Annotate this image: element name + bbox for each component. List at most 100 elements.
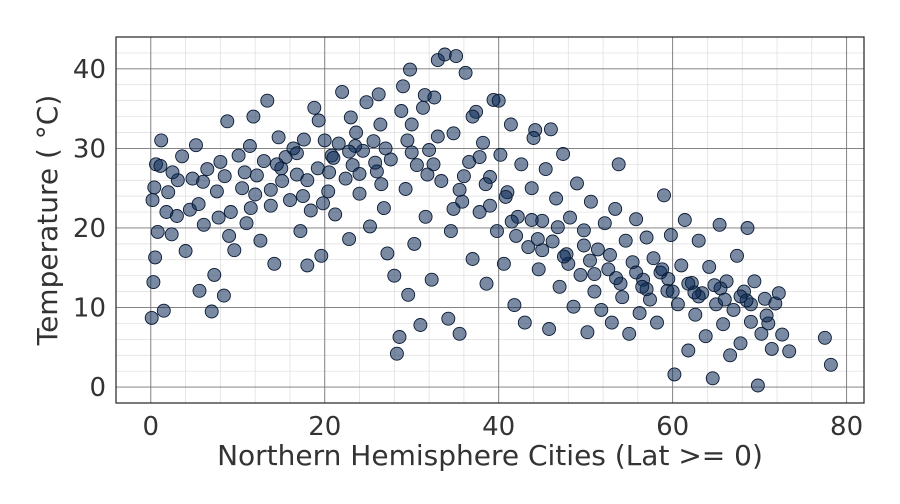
x-tick-label: 40 — [482, 412, 515, 442]
data-point — [192, 283, 207, 298]
data-point — [618, 233, 633, 248]
data-point — [608, 201, 623, 216]
data-point — [587, 284, 602, 299]
data-point — [615, 290, 630, 305]
data-point — [154, 133, 169, 148]
data-point — [681, 276, 696, 291]
data-point — [300, 173, 315, 188]
data-point — [373, 117, 388, 132]
data-point — [296, 189, 310, 204]
data-point — [144, 310, 159, 325]
data-point — [603, 248, 617, 262]
data-point — [576, 223, 591, 238]
y-axis-label: Temperature ( °C) — [31, 95, 64, 347]
data-point — [556, 249, 571, 264]
data-point — [472, 205, 487, 219]
data-point — [426, 157, 441, 172]
data-point — [504, 214, 519, 229]
data-point — [271, 130, 286, 145]
data-point — [311, 113, 326, 128]
data-point — [771, 286, 786, 301]
plot-frame — [115, 36, 865, 404]
data-point — [570, 176, 584, 191]
data-point — [632, 306, 647, 321]
data-point — [580, 325, 595, 340]
data-point — [759, 308, 774, 323]
y-tick-label: 20 — [73, 214, 106, 244]
data-point — [677, 213, 692, 227]
data-point — [597, 216, 612, 231]
data-point — [150, 224, 165, 239]
data-point — [239, 216, 254, 231]
data-point — [576, 238, 591, 253]
data-point — [563, 210, 577, 225]
data-point — [476, 135, 490, 150]
data-point — [723, 348, 738, 363]
data-point — [531, 262, 546, 277]
data-point — [413, 318, 428, 332]
data-point — [417, 88, 432, 103]
data-point — [342, 144, 357, 159]
data-point — [366, 134, 381, 149]
data-point — [517, 315, 532, 330]
data-point — [275, 174, 290, 188]
data-point — [420, 167, 435, 182]
data-point — [263, 182, 278, 197]
data-point — [622, 326, 637, 341]
x-tick-label: 0 — [143, 412, 160, 442]
data-point — [359, 95, 374, 110]
data-point — [705, 371, 720, 386]
data-point — [145, 193, 160, 208]
data-point — [609, 271, 624, 286]
data-point — [493, 147, 508, 162]
data-point — [164, 227, 179, 242]
data-point — [667, 367, 682, 382]
data-point — [147, 180, 162, 195]
data-point — [498, 189, 513, 204]
data-point — [146, 275, 161, 290]
data-point — [242, 139, 257, 153]
data-point — [543, 122, 558, 137]
data-point — [524, 181, 539, 196]
data-point — [316, 196, 330, 211]
y-tick-label: 40 — [73, 55, 106, 85]
data-point — [707, 278, 722, 293]
data-point — [161, 185, 176, 200]
data-point — [394, 104, 409, 118]
data-point — [178, 244, 193, 258]
data-point — [750, 378, 765, 393]
data-point — [743, 314, 758, 329]
data-point — [443, 224, 458, 239]
data-point — [322, 165, 337, 180]
data-point — [378, 141, 393, 156]
data-point — [665, 284, 680, 299]
data-point — [681, 343, 696, 358]
data-point — [314, 248, 329, 263]
data-point — [289, 146, 304, 161]
data-point — [363, 219, 377, 234]
data-point — [590, 242, 605, 257]
data-point — [403, 62, 417, 77]
data-point — [538, 162, 553, 177]
y-tick-label: 30 — [73, 134, 106, 164]
data-point — [646, 251, 661, 266]
data-point — [601, 262, 616, 277]
data-point — [260, 93, 275, 108]
data-point — [823, 357, 838, 372]
data-point — [237, 165, 252, 180]
data-point — [392, 330, 407, 344]
data-point — [478, 177, 493, 192]
data-point — [267, 256, 282, 271]
data-point — [782, 344, 797, 359]
data-point — [159, 205, 174, 219]
data-point — [209, 184, 224, 199]
data-point — [185, 171, 200, 186]
data-point — [509, 228, 524, 243]
data-point — [416, 100, 430, 115]
data-point — [430, 129, 445, 144]
data-point — [418, 209, 433, 224]
data-point — [549, 191, 564, 206]
major-grid — [116, 37, 864, 403]
data-point — [326, 150, 341, 165]
data-point — [552, 279, 567, 294]
